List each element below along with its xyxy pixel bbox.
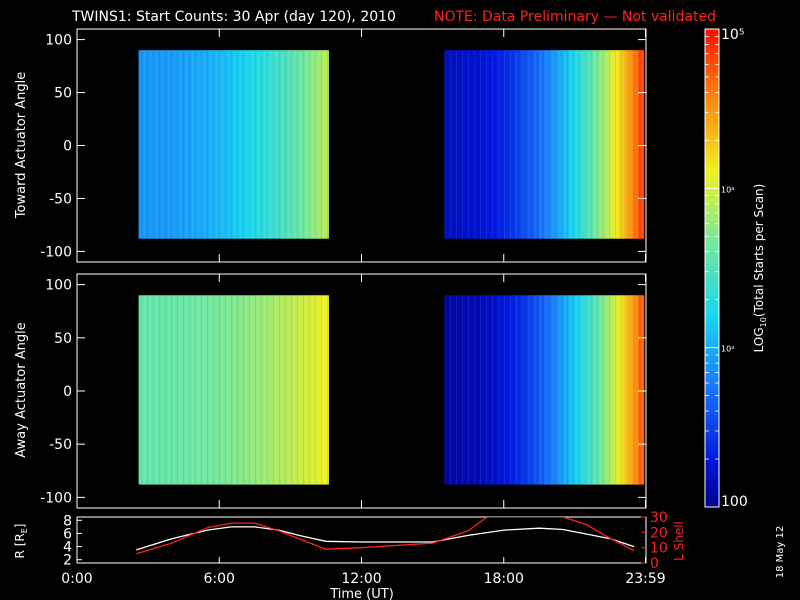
right-tick-label: 0 xyxy=(650,556,659,572)
y-tick-label: 0 xyxy=(63,384,72,400)
away-panel: -100 -50 0 50 100 xyxy=(40,273,647,509)
x-tick-label: 18:00 xyxy=(484,571,524,587)
toward-axis-label: Toward Actuator Angle xyxy=(14,72,29,219)
right-tick-label: 20 xyxy=(650,525,668,541)
x-tick-label: 0:00 xyxy=(61,571,92,587)
colorbar: 100 10³ 10⁴ 10⁵ xyxy=(704,27,748,510)
toward-panel: -100 -50 0 50 100 xyxy=(40,28,647,263)
y-tick-label: 100 xyxy=(45,33,72,49)
r-distance-line xyxy=(136,526,635,551)
left-tick-label: 2 xyxy=(63,553,72,569)
colorbar-label: LOG10(Total Starts per Scan) xyxy=(752,184,768,353)
y-tick-label: 100 xyxy=(45,278,72,294)
colorbar-tick-label: 10³ xyxy=(721,345,734,354)
right-tick-label: 30 xyxy=(650,510,668,526)
colorbar-gradient xyxy=(704,28,720,508)
left-tick-label: 6 xyxy=(63,526,72,542)
heatmap-texture xyxy=(444,50,644,239)
right-tick-label: 10 xyxy=(650,541,668,557)
l-shell-line xyxy=(136,517,635,555)
x-tick-label: 6:00 xyxy=(204,571,235,587)
y-tick-label: 50 xyxy=(54,331,72,347)
y-tick-label: -50 xyxy=(49,191,72,207)
r-axis-label: R [RE] xyxy=(13,524,29,559)
y-tick-label: -100 xyxy=(40,490,72,506)
preliminary-note: NOTE: Data Preliminary — Not validated xyxy=(434,9,716,25)
time-axis-label: Time (UT) xyxy=(329,587,394,600)
heatmap-texture xyxy=(138,50,329,239)
heatmap-texture xyxy=(138,295,329,485)
y-tick-label: -100 xyxy=(40,244,72,260)
y-tick-label: -50 xyxy=(49,437,72,453)
plot-frame xyxy=(76,516,647,564)
colorbar-tick-label: 100 xyxy=(721,494,748,510)
left-tick-label: 4 xyxy=(63,540,72,556)
y-tick-label: 50 xyxy=(54,86,72,102)
x-tick-label: 12:00 xyxy=(341,571,381,587)
colorbar-tick-label: 10⁴ xyxy=(721,185,734,194)
colorbar-tick-label: 10⁵ xyxy=(721,27,744,43)
l-shell-axis-label: L Shell xyxy=(672,521,686,561)
chart-title: TWINS1: Start Counts: 30 Apr (day 120), … xyxy=(71,9,396,25)
left-tick-label: 8 xyxy=(63,513,72,529)
y-tick-label: 0 xyxy=(63,139,72,155)
x-tick-label: 23:59 xyxy=(625,571,665,587)
date-stamp: 18 May 12 xyxy=(775,526,786,578)
heatmap-texture xyxy=(444,295,644,485)
away-axis-label: Away Actuator Angle xyxy=(14,322,29,457)
